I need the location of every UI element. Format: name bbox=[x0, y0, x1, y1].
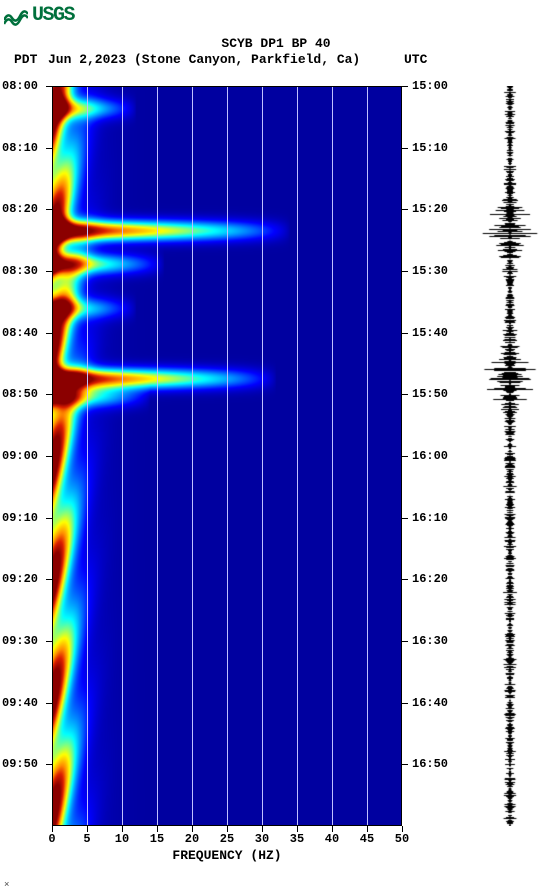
chart-title: SCYB DP1 BP 40 bbox=[0, 36, 552, 51]
y-right-tick-mark bbox=[402, 703, 408, 704]
footer-mark: × bbox=[4, 880, 9, 890]
y-right-tick-mark bbox=[402, 579, 408, 580]
y-left-tick-mark bbox=[46, 641, 52, 642]
y-left-tick-mark bbox=[46, 333, 52, 334]
y-right-tick-mark bbox=[402, 518, 408, 519]
tz-left-label: PDT bbox=[14, 52, 37, 67]
y-right-tick: 15:10 bbox=[412, 141, 448, 155]
y-left-tick: 09:00 bbox=[2, 449, 38, 463]
usgs-wave-icon bbox=[4, 6, 28, 26]
y-left-tick-mark bbox=[46, 209, 52, 210]
y-left-tick-mark bbox=[46, 518, 52, 519]
y-left-tick: 08:50 bbox=[2, 387, 38, 401]
y-right-tick-mark bbox=[402, 764, 408, 765]
x-tick: 5 bbox=[83, 832, 90, 846]
y-right-tick: 16:20 bbox=[412, 572, 448, 586]
y-right-tick-mark bbox=[402, 86, 408, 87]
y-left-tick-mark bbox=[46, 86, 52, 87]
date-label: Jun 2,2023 bbox=[48, 52, 126, 67]
x-tick: 10 bbox=[115, 832, 129, 846]
x-tick-mark bbox=[297, 826, 298, 832]
gridline bbox=[122, 86, 123, 826]
x-axis-label: FREQUENCY (HZ) bbox=[52, 848, 402, 863]
y-left-tick-mark bbox=[46, 394, 52, 395]
gridline bbox=[192, 86, 193, 826]
y-right-tick: 16:00 bbox=[412, 449, 448, 463]
x-tick-mark bbox=[122, 826, 123, 832]
gridline bbox=[367, 86, 368, 826]
x-tick-mark bbox=[157, 826, 158, 832]
location-label: (Stone Canyon, Parkfield, Ca) bbox=[134, 52, 360, 67]
x-tick-mark bbox=[192, 826, 193, 832]
gridline bbox=[262, 86, 263, 826]
y-right-tick: 15:40 bbox=[412, 326, 448, 340]
y-left-tick-mark bbox=[46, 271, 52, 272]
y-right-tick: 15:30 bbox=[412, 264, 448, 278]
y-right-tick-mark bbox=[402, 209, 408, 210]
x-tick-mark bbox=[367, 826, 368, 832]
x-tick-mark bbox=[227, 826, 228, 832]
x-tick-mark bbox=[262, 826, 263, 832]
y-left-tick-mark bbox=[46, 579, 52, 580]
x-tick: 45 bbox=[360, 832, 374, 846]
y-left-tick-mark bbox=[46, 148, 52, 149]
x-tick: 40 bbox=[325, 832, 339, 846]
y-left-tick: 08:20 bbox=[2, 202, 38, 216]
x-tick: 50 bbox=[395, 832, 409, 846]
y-right-tick: 16:30 bbox=[412, 634, 448, 648]
x-tick-mark bbox=[52, 826, 53, 832]
gridline bbox=[332, 86, 333, 826]
y-right-tick: 15:00 bbox=[412, 79, 448, 93]
x-tick-mark bbox=[332, 826, 333, 832]
tz-right-label: UTC bbox=[404, 52, 427, 67]
x-tick: 0 bbox=[48, 832, 55, 846]
y-right-tick: 16:50 bbox=[412, 757, 448, 771]
y-left-tick-mark bbox=[46, 456, 52, 457]
x-tick-mark bbox=[402, 826, 403, 832]
y-right-tick-mark bbox=[402, 333, 408, 334]
y-left-tick: 08:00 bbox=[2, 79, 38, 93]
y-left-tick-mark bbox=[46, 764, 52, 765]
gridline bbox=[87, 86, 88, 826]
y-right-tick-mark bbox=[402, 394, 408, 395]
y-left-tick: 08:30 bbox=[2, 264, 38, 278]
y-left-tick: 09:40 bbox=[2, 696, 38, 710]
spectrogram-plot bbox=[52, 86, 402, 826]
x-tick: 25 bbox=[220, 832, 234, 846]
gridline bbox=[227, 86, 228, 826]
x-tick: 15 bbox=[150, 832, 164, 846]
y-left-tick: 09:30 bbox=[2, 634, 38, 648]
y-right-tick-mark bbox=[402, 456, 408, 457]
y-right-tick: 16:40 bbox=[412, 696, 448, 710]
x-tick-mark bbox=[87, 826, 88, 832]
y-left-tick: 08:40 bbox=[2, 326, 38, 340]
y-left-tick: 09:50 bbox=[2, 757, 38, 771]
y-left-tick: 08:10 bbox=[2, 141, 38, 155]
y-left-tick-mark bbox=[46, 703, 52, 704]
y-right-tick: 15:50 bbox=[412, 387, 448, 401]
usgs-logo: USGS bbox=[4, 4, 74, 27]
y-left-tick: 09:20 bbox=[2, 572, 38, 586]
y-right-tick: 15:20 bbox=[412, 202, 448, 216]
usgs-logo-text: USGS bbox=[32, 4, 74, 27]
gridline bbox=[297, 86, 298, 826]
x-tick: 35 bbox=[290, 832, 304, 846]
x-tick: 30 bbox=[255, 832, 269, 846]
y-right-tick: 16:10 bbox=[412, 511, 448, 525]
gridline bbox=[157, 86, 158, 826]
y-right-tick-mark bbox=[402, 271, 408, 272]
y-right-tick-mark bbox=[402, 641, 408, 642]
y-right-tick-mark bbox=[402, 148, 408, 149]
x-tick: 20 bbox=[185, 832, 199, 846]
y-left-tick: 09:10 bbox=[2, 511, 38, 525]
seismogram-trace bbox=[480, 86, 540, 826]
